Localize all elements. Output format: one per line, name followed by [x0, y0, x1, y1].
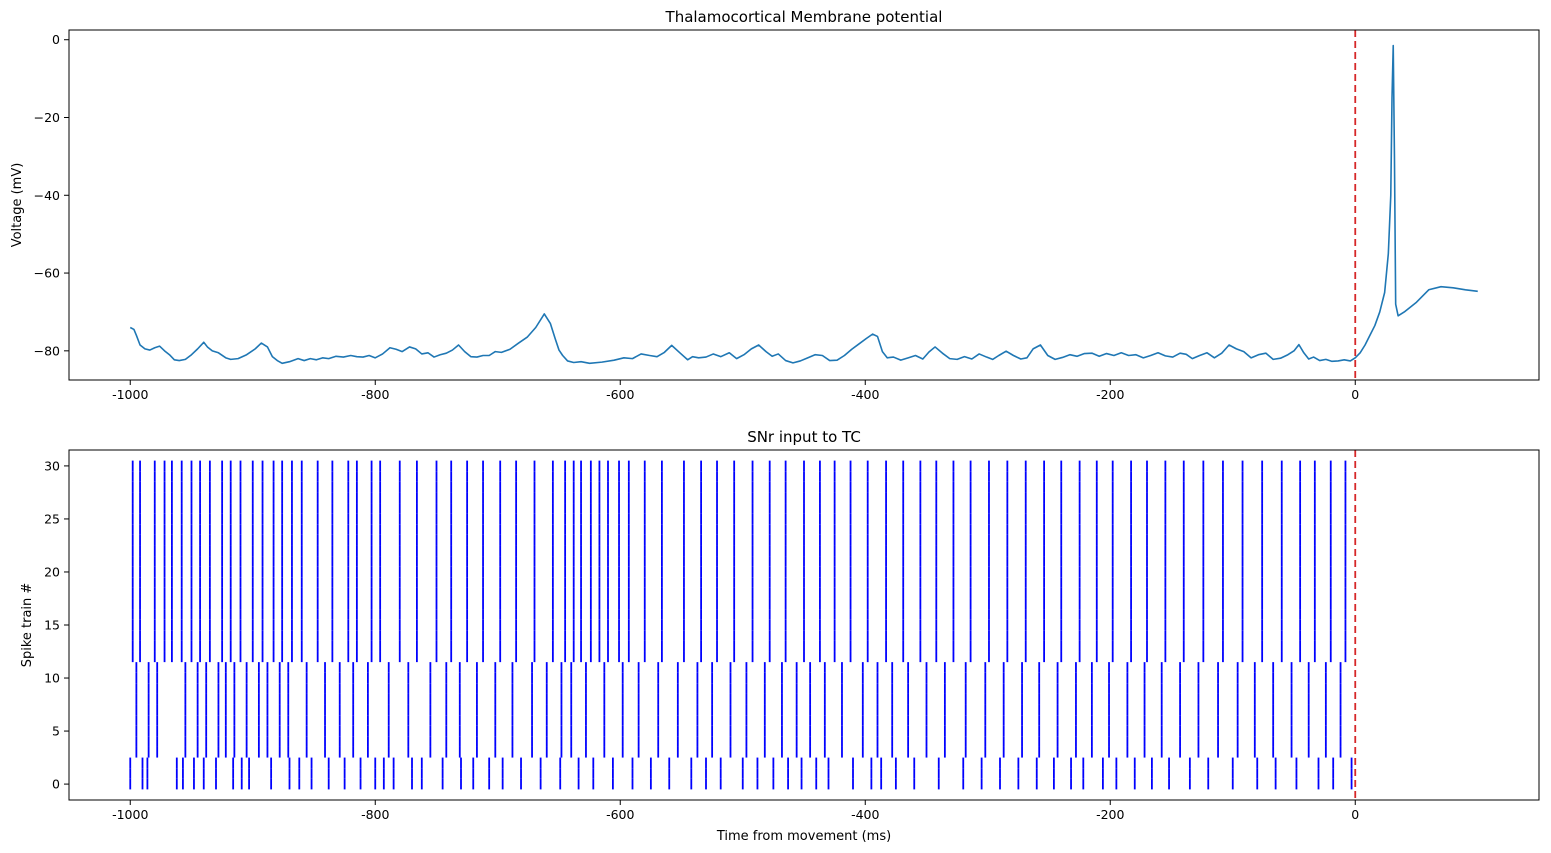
voltage-x-tick-label: -400	[851, 387, 879, 402]
voltage-y-axis-label: Voltage (mV)	[10, 163, 25, 248]
voltage-x-tick-label: -600	[606, 387, 634, 402]
raster-y-tick-label: 5	[52, 724, 60, 739]
raster-x-tick-label: -800	[361, 807, 389, 822]
raster-y-tick-label: 15	[44, 618, 60, 633]
voltage-x-tick-label: -1000	[112, 387, 148, 402]
raster-y-axis-label: Spike train #	[20, 583, 35, 668]
voltage-y-tick-label: −80	[34, 343, 60, 358]
voltage-x-tick-label: -800	[361, 387, 389, 402]
voltage-trace-line	[129, 44, 1478, 365]
voltage-y-tick-label: 0	[52, 32, 60, 47]
raster-y-tick-label: 20	[44, 564, 60, 579]
raster-x-axis-label: Time from movement (ms)	[716, 829, 891, 844]
voltage-axes-frame	[68, 29, 1540, 381]
raster-axes-frame	[68, 449, 1540, 801]
voltage-chart-title: Thalamocortical Membrane potential	[665, 8, 943, 26]
voltage-x-tick-label: -200	[1096, 387, 1124, 402]
raster-x-tick-label: 0	[1351, 807, 1359, 822]
voltage-x-tick-label: 0	[1351, 387, 1359, 402]
raster-y-tick-label: 0	[52, 777, 60, 792]
voltage-plot-area	[129, 30, 1478, 380]
raster-tick-group: -1000 -800 -600 -400 -200 0 0 5 10 15 20 25 30	[44, 458, 1359, 822]
raster-plot-area	[129, 450, 1357, 800]
voltage-panel: Thalamocortical Membrane potential Volta…	[10, 8, 1540, 402]
voltage-tick-group: -1000 -800 -600 -400 -200 0 0 −20 −40 −60 −80	[34, 32, 1360, 402]
voltage-y-tick-label: −40	[34, 188, 60, 203]
raster-chart-title: SNr input to TC	[747, 428, 861, 446]
voltage-y-tick-label: −60	[34, 266, 60, 281]
raster-panel: SNr input to TC Spike train # Time from …	[20, 428, 1540, 844]
raster-y-tick-label: 30	[44, 458, 60, 473]
raster-y-tick-label: 10	[44, 671, 60, 686]
raster-y-tick-label: 25	[44, 511, 60, 526]
raster-x-tick-label: -400	[851, 807, 879, 822]
voltage-y-tick-label: −20	[34, 110, 60, 125]
raster-x-tick-label: -200	[1096, 807, 1124, 822]
raster-x-tick-label: -600	[606, 807, 634, 822]
raster-x-tick-label: -1000	[112, 807, 148, 822]
